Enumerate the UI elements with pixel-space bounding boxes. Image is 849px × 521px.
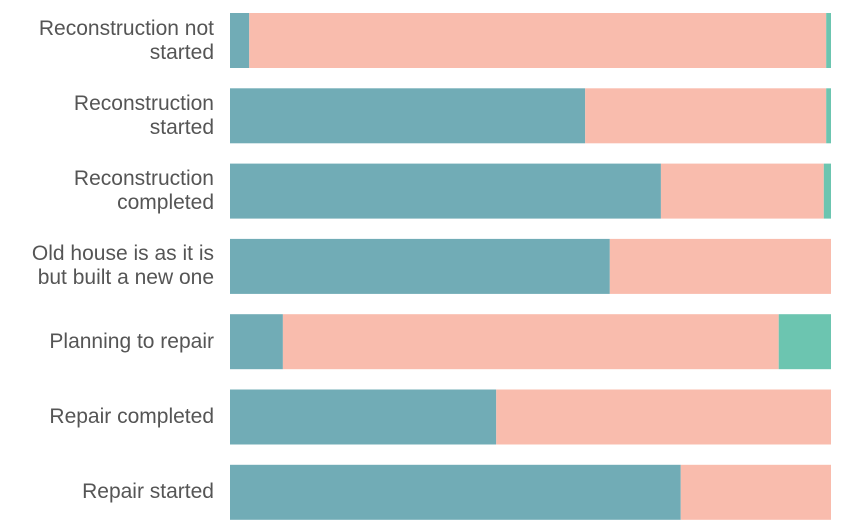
bar-segment — [230, 389, 497, 445]
bar-segment — [826, 88, 831, 144]
category-label: Reconstruction started — [73, 91, 214, 139]
category-label: Repair completed — [49, 405, 214, 428]
bar-segment — [282, 314, 779, 370]
bar-segment — [496, 389, 831, 445]
bar-segment — [230, 88, 586, 144]
bar-segment — [609, 238, 831, 294]
bar-segment — [230, 314, 283, 370]
bar-segment — [230, 163, 661, 219]
category-label: Old house is as it is but built a new on… — [31, 242, 214, 290]
bar-segment — [660, 163, 824, 219]
bar-segment — [680, 464, 831, 520]
category-label: Repair started — [82, 480, 214, 504]
bar-segment — [585, 88, 827, 144]
bar-segment — [230, 238, 610, 294]
bar-segment — [230, 13, 250, 68]
bar-segment — [249, 13, 827, 68]
bar-segment — [823, 163, 831, 219]
bar-segment — [230, 464, 681, 520]
category-label: Planning to repair — [49, 329, 214, 353]
bar-segment — [826, 13, 831, 68]
category-label: Reconstruction completed — [73, 167, 214, 215]
category-label: Reconstruction not started — [38, 16, 214, 64]
bar-segment — [778, 314, 831, 370]
